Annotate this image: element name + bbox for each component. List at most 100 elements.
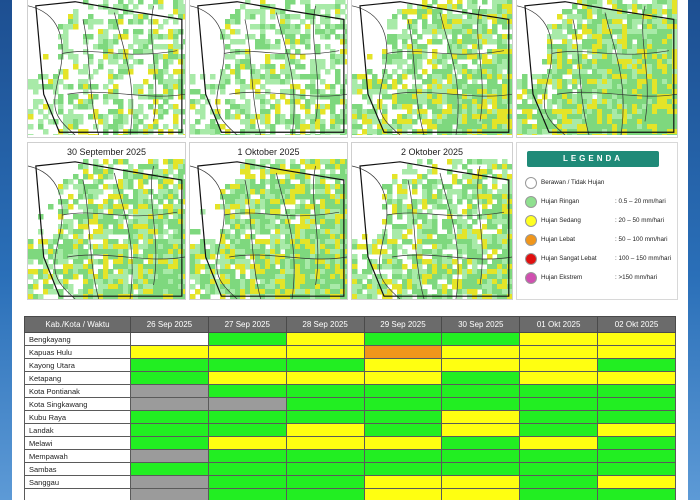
forecast-cell <box>519 475 599 489</box>
table-row <box>24 488 676 500</box>
forecast-cell <box>130 436 209 450</box>
forecast-cell <box>597 475 676 489</box>
forecast-cell <box>130 423 209 437</box>
table-body: Bengkayang Kapuas Hulu Kayong Utara Ketapan… <box>24 332 676 500</box>
forecast-cell <box>519 462 599 476</box>
legend-swatch <box>525 272 537 284</box>
forecast-cell <box>441 423 521 437</box>
forecast-cell <box>130 410 209 424</box>
rainfall-map <box>352 0 512 135</box>
header-date: 28 Sep 2025 <box>285 316 365 333</box>
table-row: Kota Pontianak <box>24 384 676 398</box>
forecast-cell <box>207 488 287 500</box>
map-date-label: 2 Oktober 2025 <box>400 147 464 157</box>
legend-swatch <box>525 196 537 208</box>
forecast-cell <box>441 332 521 346</box>
region-name <box>24 488 131 500</box>
map-panel-1 <box>27 0 186 138</box>
rainfall-map <box>28 159 185 299</box>
forecast-cell <box>207 371 287 385</box>
region-name: Kota Pontianak <box>24 384 131 398</box>
forecast-cell <box>363 475 443 489</box>
forecast-cell <box>363 384 443 398</box>
decorative-left-band <box>0 0 12 500</box>
forecast-cell <box>207 449 287 463</box>
legend-label: Hujan Ringan <box>541 198 580 205</box>
map-legend: LEGENDA Berawan / Tidak Hujan Hujan Ring… <box>516 142 678 300</box>
forecast-cell <box>285 436 365 450</box>
map-panel-2 <box>189 0 348 138</box>
legend-range: : 50 – 100 mm/hari <box>615 236 668 243</box>
map-5-svg <box>28 159 185 299</box>
forecast-cell <box>519 449 599 463</box>
region-name: Kayong Utara <box>24 358 131 372</box>
map-7-svg <box>352 159 512 299</box>
forecast-cell <box>363 371 443 385</box>
forecast-cell <box>363 358 443 372</box>
table-row: Bengkayang <box>24 332 676 346</box>
forecast-cell <box>597 397 676 411</box>
map-panel-6: 1 Oktober 2025 <box>189 142 348 300</box>
forecast-cell <box>441 462 521 476</box>
forecast-cell <box>130 371 209 385</box>
forecast-cell <box>130 488 209 500</box>
forecast-cell <box>363 488 443 500</box>
legend-item: Hujan Sedang: 20 – 50 mm/hari <box>525 214 664 228</box>
map-panel-7: 2 Oktober 2025 <box>351 142 513 300</box>
map-6-svg <box>190 159 347 299</box>
region-name: Sambas <box>24 462 131 476</box>
header-region: Kab./Kota / Waktu <box>24 316 131 333</box>
legend-item: Hujan Ekstrem: >150 mm/hari <box>525 271 657 285</box>
forecast-cell <box>519 397 599 411</box>
forecast-cell <box>597 384 676 398</box>
forecast-cell <box>285 488 365 500</box>
legend-label: Hujan Sangat Lebat <box>541 255 597 262</box>
region-name: Bengkayang <box>24 332 131 346</box>
region-name: Kota Singkawang <box>24 397 131 411</box>
forecast-cell <box>441 488 521 500</box>
forecast-cell <box>207 475 287 489</box>
forecast-cell <box>363 332 443 346</box>
forecast-cell <box>285 345 365 359</box>
forecast-cell <box>285 358 365 372</box>
forecast-cell <box>363 449 443 463</box>
forecast-cell <box>597 358 676 372</box>
forecast-cell <box>363 397 443 411</box>
forecast-cell <box>130 475 209 489</box>
rainfall-map <box>352 159 512 299</box>
table-row: Kubu Raya <box>24 410 676 424</box>
table-row: Landak <box>24 423 676 437</box>
forecast-cell <box>130 397 209 411</box>
legend-item: Berawan / Tidak Hujan <box>525 176 615 190</box>
forecast-cell <box>207 332 287 346</box>
forecast-cell <box>597 488 676 500</box>
region-name: Ketapang <box>24 371 131 385</box>
legend-label: Hujan Lebat <box>541 236 575 243</box>
forecast-cell <box>441 436 521 450</box>
forecast-cell <box>519 423 599 437</box>
rainfall-map <box>28 0 185 135</box>
map-1-svg <box>28 0 185 135</box>
region-name: Melawi <box>24 436 131 450</box>
header-date: 29 Sep 2025 <box>363 316 443 333</box>
map-panel-3 <box>351 0 513 138</box>
legend-item: Hujan Sangat Lebat: 100 – 150 mm/hari <box>525 252 671 266</box>
map-panel-4 <box>516 0 678 138</box>
map-date-label: 1 Oktober 2025 <box>237 147 300 157</box>
forecast-cell <box>285 384 365 398</box>
table-row: Sambas <box>24 462 676 476</box>
forecast-cell <box>519 436 599 450</box>
forecast-cell <box>597 436 676 450</box>
legend-swatch <box>525 215 537 227</box>
legend-range: : 0.5 – 20 mm/hari <box>615 198 666 205</box>
forecast-cell <box>285 332 365 346</box>
legend-swatch <box>525 177 537 189</box>
forecast-cell <box>519 488 599 500</box>
legend-item: Hujan Ringan : 0.5 – 20 mm/hari <box>525 195 666 209</box>
table-row: Kayong Utara <box>24 358 676 372</box>
map-2-svg <box>190 0 347 135</box>
forecast-table: Kab./Kota / Waktu 26 Sep 2025 27 Sep 202… <box>24 316 676 500</box>
forecast-cell <box>441 397 521 411</box>
forecast-cell <box>285 423 365 437</box>
forecast-cell <box>441 410 521 424</box>
